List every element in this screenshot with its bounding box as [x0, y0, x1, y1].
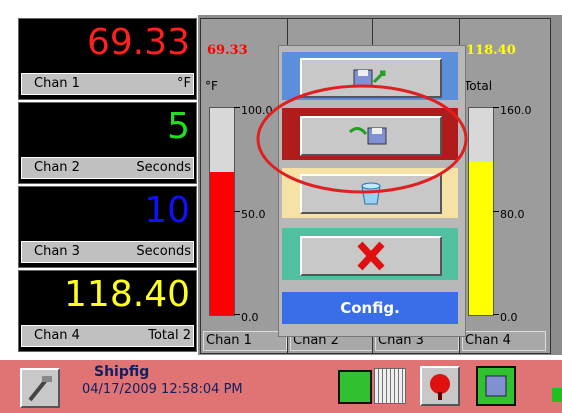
- scale-tick: [493, 107, 499, 108]
- channel-label-bar: Chan 4 Total 2: [21, 325, 194, 347]
- channel-value: 10: [144, 190, 190, 231]
- bargraph-label: Chan 1: [203, 331, 287, 351]
- scale-tick-label: 0.0: [241, 311, 259, 324]
- bargraph-column: Chan 1 69.33 °F 100.0 50.0 0.0: [200, 18, 288, 354]
- channel-value: 69.33: [86, 22, 190, 63]
- channel-panel: 118.40 Chan 4 Total 2: [18, 270, 197, 352]
- scale-tick: [234, 107, 240, 108]
- icon: [357, 241, 385, 271]
- load-button[interactable]: [300, 116, 442, 156]
- status-name: Shipfig: [94, 364, 150, 380]
- channel-unit: °F: [177, 76, 191, 91]
- channel-value: 118.40: [64, 274, 190, 315]
- bargraph-fill: [210, 171, 234, 315]
- bargraph-fill: [469, 161, 493, 315]
- bargraph-tube: [468, 107, 494, 316]
- channel-label-bar: Chan 3 Seconds: [21, 241, 194, 263]
- scale-tick-label: 80.0: [500, 207, 525, 221]
- icon: [348, 127, 387, 145]
- indicator: [552, 388, 562, 402]
- scale-tick: [493, 314, 499, 315]
- scale-tick-label: 50.0: [241, 207, 266, 221]
- delete-button[interactable]: [300, 174, 442, 214]
- channel-panel: 69.33 Chan 1 °F: [18, 18, 197, 100]
- channel-unit: Total 2: [148, 328, 191, 343]
- highlight-ellipse: [256, 84, 468, 194]
- icon: [430, 374, 450, 400]
- status-datetime: 04/17/2009 12:58:04 PM: [82, 382, 243, 397]
- bargraph-value: 118.40: [466, 43, 516, 58]
- bargraph-unit: °F: [205, 79, 218, 93]
- channel-name: Chan 3: [34, 244, 80, 259]
- icon: [485, 375, 507, 397]
- cancel-band: [282, 228, 458, 280]
- scale-tick-label: 100.0: [241, 104, 273, 117]
- scale-tick-label: 160.0: [500, 104, 532, 117]
- tools-button[interactable]: [20, 368, 60, 408]
- alarm-icon[interactable]: [338, 370, 372, 404]
- channel-panel: 5 Chan 2 Seconds: [18, 102, 197, 184]
- status-bar: [0, 360, 562, 413]
- config-title: Config.: [282, 292, 458, 324]
- scale-tick: [493, 210, 499, 212]
- channel-label-bar: Chan 1 °F: [21, 73, 194, 95]
- scale-tick-label: 0.0: [500, 311, 518, 324]
- cancel-button[interactable]: [300, 236, 442, 276]
- channel-label-bar: Chan 2 Seconds: [21, 157, 194, 179]
- channel-name: Chan 1: [34, 76, 80, 91]
- scale-tick: [234, 210, 240, 212]
- channel-name: Chan 2: [34, 160, 80, 175]
- alarm-bell-icon[interactable]: [420, 366, 460, 406]
- icon: [353, 69, 386, 87]
- icon: [28, 376, 52, 402]
- bargraph-unit: Total: [464, 79, 493, 93]
- load-band: [282, 108, 458, 160]
- log-icon[interactable]: [374, 368, 406, 404]
- channel-unit: Seconds: [136, 244, 191, 259]
- save-icon[interactable]: [476, 366, 516, 406]
- channel-panel: 10 Chan 3 Seconds: [18, 186, 197, 268]
- channel-unit: Seconds: [136, 160, 191, 175]
- save-button[interactable]: [300, 58, 442, 98]
- channel-name: Chan 4: [34, 328, 80, 343]
- bargraph-value: 69.33: [207, 43, 248, 58]
- bargraph-column: Chan 4 118.40 Total 160.0 80.0 0.0: [459, 18, 551, 354]
- scale-tick: [234, 314, 240, 315]
- bargraph-tube: [209, 107, 235, 316]
- bargraph-label: Chan 4: [462, 331, 546, 351]
- channel-value: 5: [167, 106, 190, 147]
